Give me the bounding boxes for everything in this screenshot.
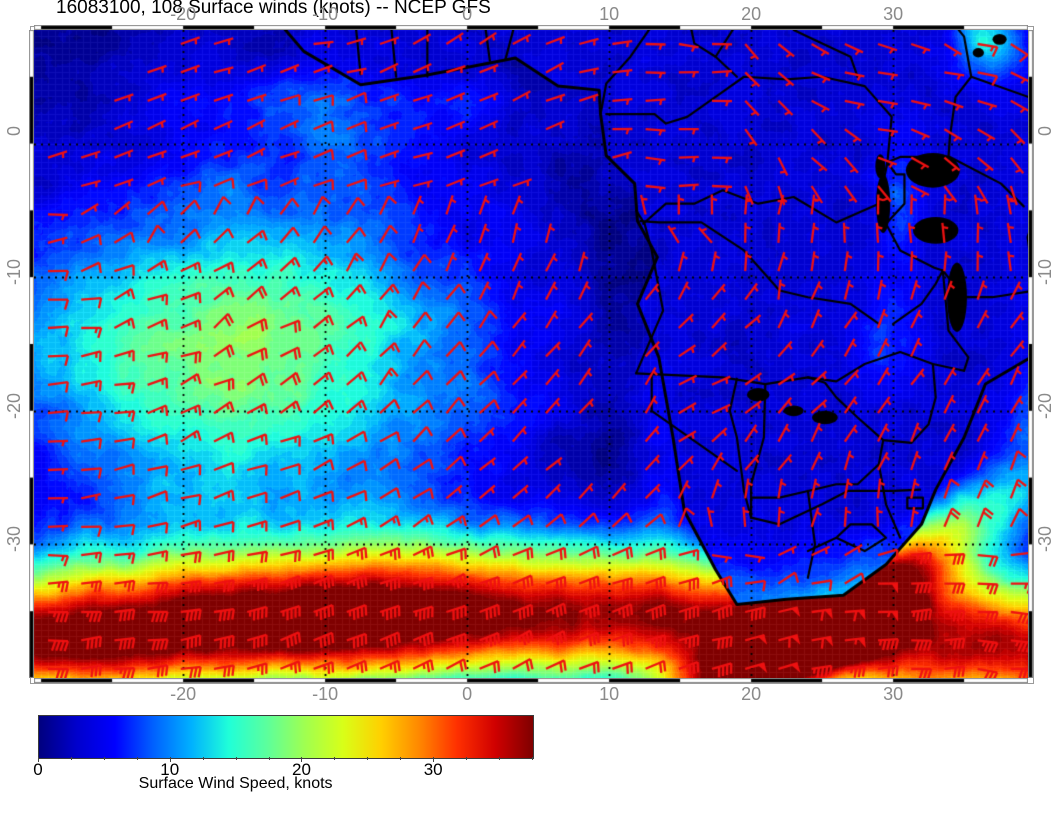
x-axis-tick-label-top: 10 (599, 4, 620, 24)
y-axis-tick-label-right: -30 (1035, 526, 1055, 553)
axis-bottom (34, 678, 1028, 683)
map-plot-area (34, 30, 1028, 678)
x-axis-tick-label-bottom: -20 (170, 684, 197, 704)
y-axis-tick-label-left: -20 (4, 392, 24, 419)
axis-right (1028, 30, 1033, 678)
colorbar-minor-tick (466, 757, 468, 760)
y-axis-tick-label-left: -10 (4, 259, 24, 286)
colorbar-minor-tick (334, 757, 336, 760)
y-axis-tick-label-left: 0 (4, 125, 24, 136)
axis-left (29, 30, 34, 678)
colorbar-minor-tick (103, 757, 105, 760)
x-axis-tick-label-bottom: 30 (883, 684, 904, 704)
colorbar-tick-label: 30 (423, 760, 443, 779)
colorbar-minor-tick (169, 757, 171, 760)
colorbar-minor-tick (499, 757, 501, 760)
x-axis-tick-label-top: -10 (312, 4, 339, 24)
colorbar-minor-tick (433, 757, 435, 760)
colorbar-minor-tick (202, 757, 204, 760)
colorbar-tick-label: 10 (160, 760, 180, 779)
colorbar-minor-tick (70, 757, 72, 760)
x-axis-tick-label-top: -20 (170, 4, 197, 24)
x-axis-tick-label-top: 30 (883, 4, 904, 24)
colorbar-minor-tick (400, 757, 402, 760)
y-axis-tick-label-right: -20 (1035, 392, 1055, 419)
colorbar-minor-tick (532, 757, 533, 760)
colorbar-minor-tick (301, 757, 303, 760)
page-title: 16083100, 108 Surface winds (knots) -- N… (56, 0, 491, 18)
y-axis-tick-label-right: -10 (1035, 259, 1055, 286)
wind-speed-field (34, 30, 1028, 678)
y-axis-tick-label-right: 0 (1035, 125, 1055, 136)
colorbar (38, 715, 534, 759)
axis-top (34, 25, 1028, 30)
colorbar-minor-tick (268, 757, 270, 760)
x-axis-tick-label-top: 0 (462, 4, 473, 24)
colorbar-tick-label: 0 (33, 760, 43, 779)
colorbar-tick-label: 20 (291, 760, 311, 779)
x-axis-tick-label-bottom: -10 (312, 684, 339, 704)
colorbar-minor-tick (235, 757, 237, 760)
colorbar-minor-tick (136, 757, 138, 760)
x-axis-tick-label-bottom: 0 (462, 684, 473, 704)
colorbar-label: Surface Wind Speed, knots (138, 775, 333, 792)
wind-barb-canvas (34, 30, 1028, 678)
colorbar-minor-tick (367, 757, 369, 760)
x-axis-tick-label-bottom: 20 (741, 684, 762, 704)
x-axis-tick-label-top: 20 (741, 4, 762, 24)
colorbar-minor-tick (38, 757, 39, 760)
x-axis-tick-label-bottom: 10 (599, 684, 620, 704)
colorbar-ticks (38, 757, 533, 763)
y-axis-tick-label-left: -30 (4, 526, 24, 553)
